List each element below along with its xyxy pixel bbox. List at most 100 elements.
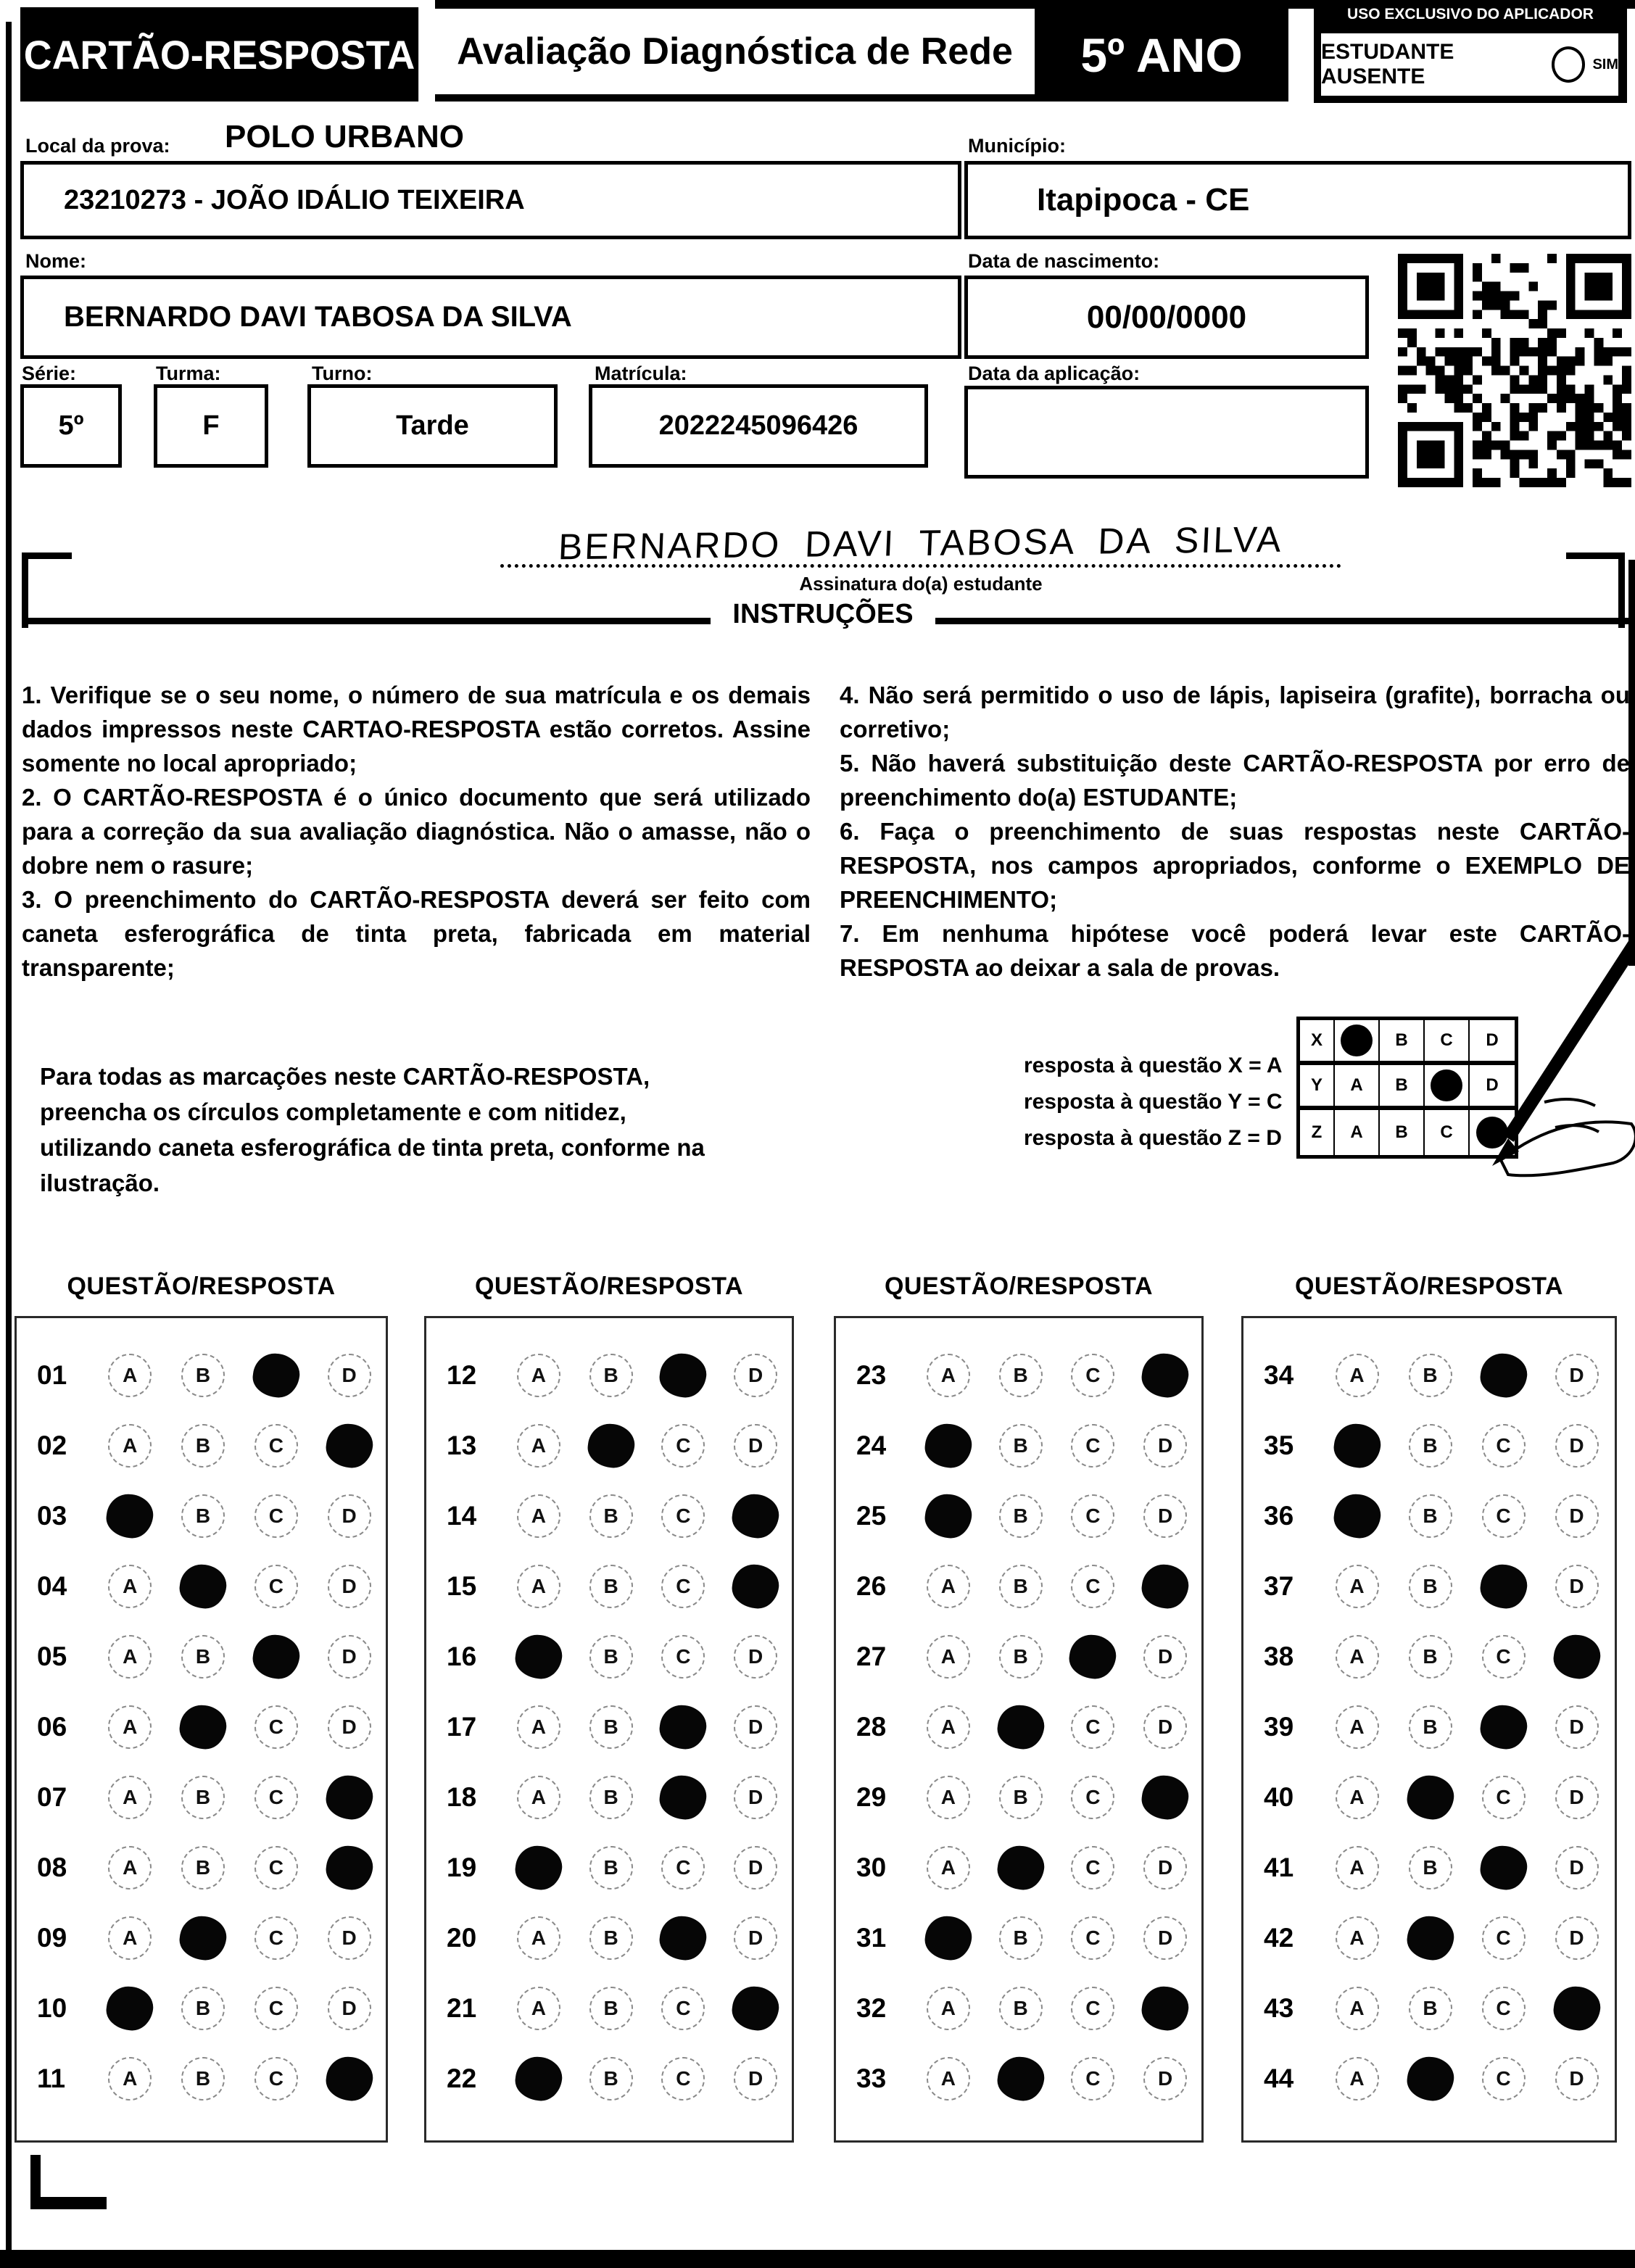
bubble-q23-A[interactable]: A	[912, 1353, 985, 1397]
bubble-q28-C[interactable]: C	[1057, 1705, 1130, 1749]
bubble-q31-D[interactable]: D	[1129, 1916, 1201, 1960]
bubble-q36-C[interactable]: C	[1467, 1494, 1540, 1538]
bubble-q11-B[interactable]: B	[167, 2056, 240, 2101]
bubble-q31-B[interactable]: B	[985, 1916, 1057, 1960]
bubble-q01-C[interactable]	[239, 1350, 312, 1400]
bubble-q05-B[interactable]: B	[167, 1634, 240, 1679]
bubble-q09-B[interactable]	[167, 1913, 240, 1963]
bubble-q15-D[interactable]	[719, 1561, 792, 1611]
bubble-q32-B[interactable]: B	[985, 1986, 1057, 2030]
bubble-q41-A[interactable]: A	[1320, 1845, 1394, 1890]
bubble-q22-D[interactable]: D	[719, 2056, 792, 2101]
bubble-q10-A[interactable]	[94, 1983, 167, 2033]
bubble-q32-C[interactable]: C	[1057, 1986, 1130, 2030]
bubble-q15-A[interactable]: A	[502, 1564, 575, 1608]
bubble-q21-D[interactable]	[719, 1983, 792, 2033]
bubble-q21-C[interactable]: C	[647, 1986, 720, 2030]
bubble-q04-D[interactable]: D	[312, 1564, 386, 1608]
bubble-q28-A[interactable]: A	[912, 1705, 985, 1749]
bubble-q27-C[interactable]	[1057, 1631, 1130, 1681]
bubble-q44-A[interactable]: A	[1320, 2056, 1394, 2101]
bubble-q20-D[interactable]: D	[719, 1916, 792, 1960]
bubble-q29-C[interactable]: C	[1057, 1775, 1130, 1819]
bubble-q22-A[interactable]	[502, 2053, 575, 2103]
bubble-q07-D[interactable]	[312, 1772, 386, 1822]
bubble-q13-B[interactable]	[575, 1420, 647, 1470]
bubble-q27-B[interactable]: B	[985, 1634, 1057, 1679]
bubble-q31-C[interactable]: C	[1057, 1916, 1130, 1960]
bubble-q44-C[interactable]: C	[1467, 2056, 1540, 2101]
bubble-q17-A[interactable]: A	[502, 1705, 575, 1749]
bubble-q25-C[interactable]: C	[1057, 1494, 1130, 1538]
bubble-q26-D[interactable]	[1129, 1561, 1201, 1611]
bubble-q25-A[interactable]	[912, 1491, 985, 1541]
bubble-q37-D[interactable]: D	[1540, 1564, 1613, 1608]
bubble-q33-A[interactable]: A	[912, 2056, 985, 2101]
bubble-q39-A[interactable]: A	[1320, 1705, 1394, 1749]
bubble-q30-C[interactable]: C	[1057, 1845, 1130, 1890]
bubble-q42-B[interactable]	[1394, 1913, 1467, 1963]
bubble-q42-A[interactable]: A	[1320, 1916, 1394, 1960]
bubble-q32-A[interactable]: A	[912, 1986, 985, 2030]
bubble-q16-D[interactable]: D	[719, 1634, 792, 1679]
bubble-q09-C[interactable]: C	[239, 1916, 312, 1960]
bubble-q39-D[interactable]: D	[1540, 1705, 1613, 1749]
bubble-q34-B[interactable]: B	[1394, 1353, 1467, 1397]
bubble-q29-B[interactable]: B	[985, 1775, 1057, 1819]
bubble-q06-A[interactable]: A	[94, 1705, 167, 1749]
bubble-q39-B[interactable]: B	[1394, 1705, 1467, 1749]
bubble-q03-C[interactable]: C	[239, 1494, 312, 1538]
bubble-q27-D[interactable]: D	[1129, 1634, 1201, 1679]
bubble-q39-C[interactable]	[1467, 1702, 1540, 1752]
bubble-q13-D[interactable]: D	[719, 1423, 792, 1468]
bubble-q24-D[interactable]: D	[1129, 1423, 1201, 1468]
bubble-q20-A[interactable]: A	[502, 1916, 575, 1960]
bubble-q18-C[interactable]	[647, 1772, 720, 1822]
bubble-q26-A[interactable]: A	[912, 1564, 985, 1608]
bubble-q04-B[interactable]	[167, 1561, 240, 1611]
bubble-q30-A[interactable]: A	[912, 1845, 985, 1890]
bubble-q31-A[interactable]	[912, 1913, 985, 1963]
bubble-q07-A[interactable]: A	[94, 1775, 167, 1819]
bubble-q43-B[interactable]: B	[1394, 1986, 1467, 2030]
bubble-q37-A[interactable]: A	[1320, 1564, 1394, 1608]
bubble-q11-A[interactable]: A	[94, 2056, 167, 2101]
bubble-q06-D[interactable]: D	[312, 1705, 386, 1749]
bubble-q43-D[interactable]	[1540, 1983, 1613, 2033]
bubble-q15-B[interactable]: B	[575, 1564, 647, 1608]
bubble-q36-D[interactable]: D	[1540, 1494, 1613, 1538]
bubble-q12-B[interactable]: B	[575, 1353, 647, 1397]
bubble-q14-B[interactable]: B	[575, 1494, 647, 1538]
bubble-q07-C[interactable]: C	[239, 1775, 312, 1819]
bubble-q07-B[interactable]: B	[167, 1775, 240, 1819]
bubble-q11-D[interactable]	[312, 2053, 386, 2103]
bubble-q19-C[interactable]: C	[647, 1845, 720, 1890]
bubble-q40-B[interactable]	[1394, 1772, 1467, 1822]
bubble-q25-B[interactable]: B	[985, 1494, 1057, 1538]
bubble-q03-B[interactable]: B	[167, 1494, 240, 1538]
bubble-q11-C[interactable]: C	[239, 2056, 312, 2101]
bubble-q41-D[interactable]: D	[1540, 1845, 1613, 1890]
bubble-q02-B[interactable]: B	[167, 1423, 240, 1468]
bubble-q12-A[interactable]: A	[502, 1353, 575, 1397]
bubble-q37-B[interactable]: B	[1394, 1564, 1467, 1608]
bubble-q38-B[interactable]: B	[1394, 1634, 1467, 1679]
bubble-q13-C[interactable]: C	[647, 1423, 720, 1468]
bubble-q40-C[interactable]: C	[1467, 1775, 1540, 1819]
bubble-q14-A[interactable]: A	[502, 1494, 575, 1538]
bubble-q23-D[interactable]	[1129, 1350, 1201, 1400]
bubble-q35-D[interactable]: D	[1540, 1423, 1613, 1468]
bubble-q10-D[interactable]: D	[312, 1986, 386, 2030]
bubble-q13-A[interactable]: A	[502, 1423, 575, 1468]
bubble-q08-B[interactable]: B	[167, 1845, 240, 1890]
bubble-q26-B[interactable]: B	[985, 1564, 1057, 1608]
bubble-q28-B[interactable]	[985, 1702, 1057, 1752]
bubble-q40-A[interactable]: A	[1320, 1775, 1394, 1819]
bubble-q12-C[interactable]	[647, 1350, 720, 1400]
bubble-q06-C[interactable]: C	[239, 1705, 312, 1749]
bubble-q20-B[interactable]: B	[575, 1916, 647, 1960]
bubble-q10-C[interactable]: C	[239, 1986, 312, 2030]
bubble-q01-D[interactable]: D	[312, 1353, 386, 1397]
bubble-q08-D[interactable]	[312, 1842, 386, 1892]
bubble-q19-B[interactable]: B	[575, 1845, 647, 1890]
